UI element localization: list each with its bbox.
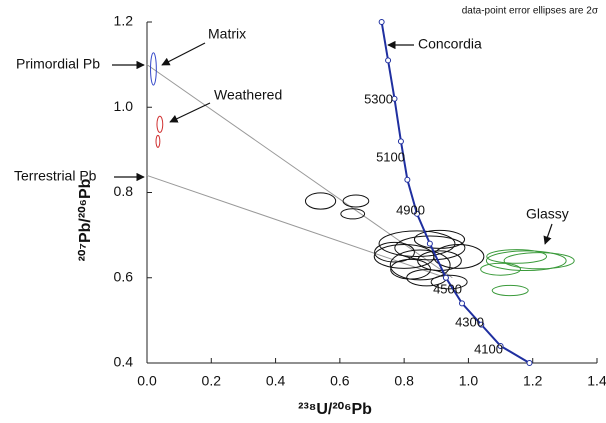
concordia-point: [478, 321, 485, 328]
concordia-curve: [380, 21, 531, 364]
annotation: Terrestrial Pb: [14, 168, 97, 184]
concordia-point: [414, 210, 420, 217]
annotation: Primordial Pb: [16, 56, 100, 72]
error-ellipse: [304, 192, 337, 210]
x-tick-label: 0.6: [330, 373, 350, 389]
x-axis-label: ²³⁸U/²⁰⁶Pb: [298, 401, 372, 418]
error-ellipse: [486, 249, 548, 264]
error-ellipse: [394, 235, 466, 261]
age-label: 5100: [376, 149, 405, 164]
mixing-line: [146, 174, 447, 279]
error-ellipse: [491, 284, 529, 297]
concordia-point: [459, 300, 465, 307]
x-tick-label: 0.2: [202, 373, 222, 389]
arrow: [169, 102, 211, 123]
annotation: Matrix: [208, 26, 246, 42]
mixing-line: [146, 64, 453, 279]
y-tick-label: 1.2: [114, 13, 134, 29]
y-tick-label: 1.0: [114, 98, 134, 114]
error-ellipse: [150, 52, 157, 86]
concordia-point: [497, 342, 504, 349]
concordia-point: [404, 176, 411, 183]
error-ellipse: [156, 115, 164, 133]
age-label: 4100: [474, 341, 503, 356]
error-ellipse: [430, 274, 468, 290]
concordia-point: [397, 138, 404, 145]
arrow: [161, 42, 206, 66]
y-tick-label: 0.8: [114, 183, 134, 199]
concordia-point: [385, 57, 392, 64]
y-axis-label: ²⁰⁷Pb/²⁰⁶Pb: [77, 178, 94, 261]
concordia-point: [426, 240, 433, 247]
error-ellipse: [340, 208, 366, 220]
annotation: Concordia: [418, 36, 482, 52]
age-label: 4300: [455, 314, 484, 329]
concordia-point: [378, 19, 385, 25]
error-ellipse: [503, 252, 575, 270]
error-ellipse: [433, 244, 485, 269]
y-tick-label: 0.4: [114, 354, 134, 370]
age-label: 4500: [433, 281, 462, 296]
error-ellipse: [374, 241, 415, 263]
error-ellipse: [417, 250, 462, 272]
error-ellipse: [389, 249, 451, 281]
arrow: [543, 223, 553, 245]
note: data-point error ellipses are 2σ: [462, 6, 599, 17]
error-ellipse: [378, 230, 456, 257]
x-tick-label: 0.0: [137, 373, 157, 389]
age-label: 4900: [396, 202, 425, 217]
error-ellipse: [342, 194, 370, 208]
error-ellipse: [155, 134, 161, 148]
concordia-point: [442, 274, 449, 281]
x-tick-label: 1.2: [523, 373, 543, 389]
age-label: 5300: [364, 91, 393, 106]
y-tick-label: 0.6: [114, 268, 134, 284]
x-tick-label: 0.4: [266, 373, 286, 389]
x-tick-label: 1.0: [459, 373, 479, 389]
error-ellipse: [485, 250, 567, 272]
x-tick-label: 1.4: [587, 373, 606, 389]
x-tick-label: 0.8: [394, 373, 414, 389]
annotation: Weathered: [214, 87, 282, 103]
concordia-point: [391, 95, 398, 102]
concordia-point: [526, 360, 533, 366]
error-ellipse: [480, 262, 522, 276]
annotation: Glassy: [526, 206, 569, 222]
